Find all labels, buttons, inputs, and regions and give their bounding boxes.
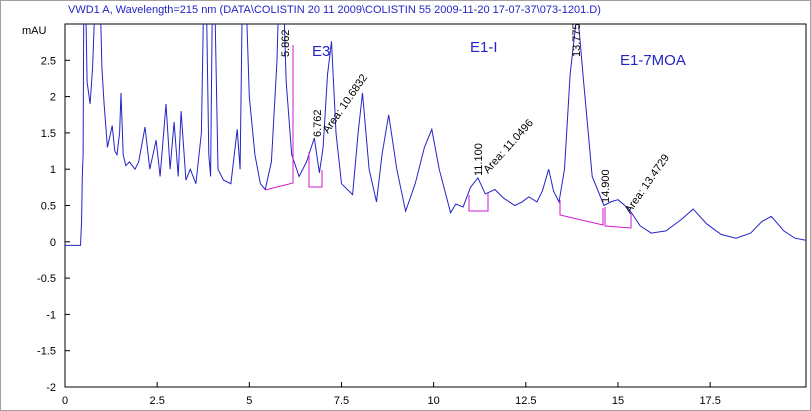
chart-title: VWD1 A, Wavelength=215 nm (DATA\COLISTIN… (68, 4, 601, 16)
peak-label: 13.775 (571, 23, 583, 57)
x-tick-label: 12.5 (515, 395, 536, 407)
y-tick-label: 1 (50, 164, 56, 176)
peak-name: E3 (312, 43, 330, 60)
x-tick-label: 5 (246, 395, 252, 407)
peak-label: 5.862 (280, 29, 292, 57)
x-tick-label: 17.5 (699, 395, 720, 407)
trace (65, 24, 806, 246)
y-tick-label: 0 (50, 237, 56, 249)
x-tick-label: 10 (428, 395, 440, 407)
peak-name: E1-7MOA (620, 52, 686, 69)
peak-name: E1-I (470, 39, 498, 56)
y-tick-label: -2 (46, 382, 56, 394)
x-tick-label: 7.5 (334, 395, 349, 407)
integration-baseline (604, 207, 632, 229)
x-tick-label: 2.5 (150, 395, 165, 407)
peak-label: 11.100 (473, 143, 485, 176)
integration-baseline (308, 152, 323, 188)
y-axis-label: mAU (22, 25, 47, 37)
x-tick-label: 0 (62, 395, 68, 407)
y-tick-label: 1.5 (41, 128, 56, 140)
y-tick-label: -1 (46, 309, 56, 321)
y-tick-label: 2.5 (41, 55, 56, 67)
integration-baseline (264, 45, 294, 191)
y-tick-label: -0.5 (37, 273, 56, 285)
peak-label: 14.900 (600, 169, 612, 203)
integration-baseline (559, 200, 604, 226)
integration-baseline (468, 193, 489, 212)
x-tick-label: 15 (612, 395, 624, 407)
y-tick-label: 2 (50, 92, 56, 104)
peak-label: 6.762 (312, 109, 324, 137)
y-tick-label: -1.5 (37, 346, 56, 358)
y-tick-label: 0.5 (41, 201, 56, 213)
